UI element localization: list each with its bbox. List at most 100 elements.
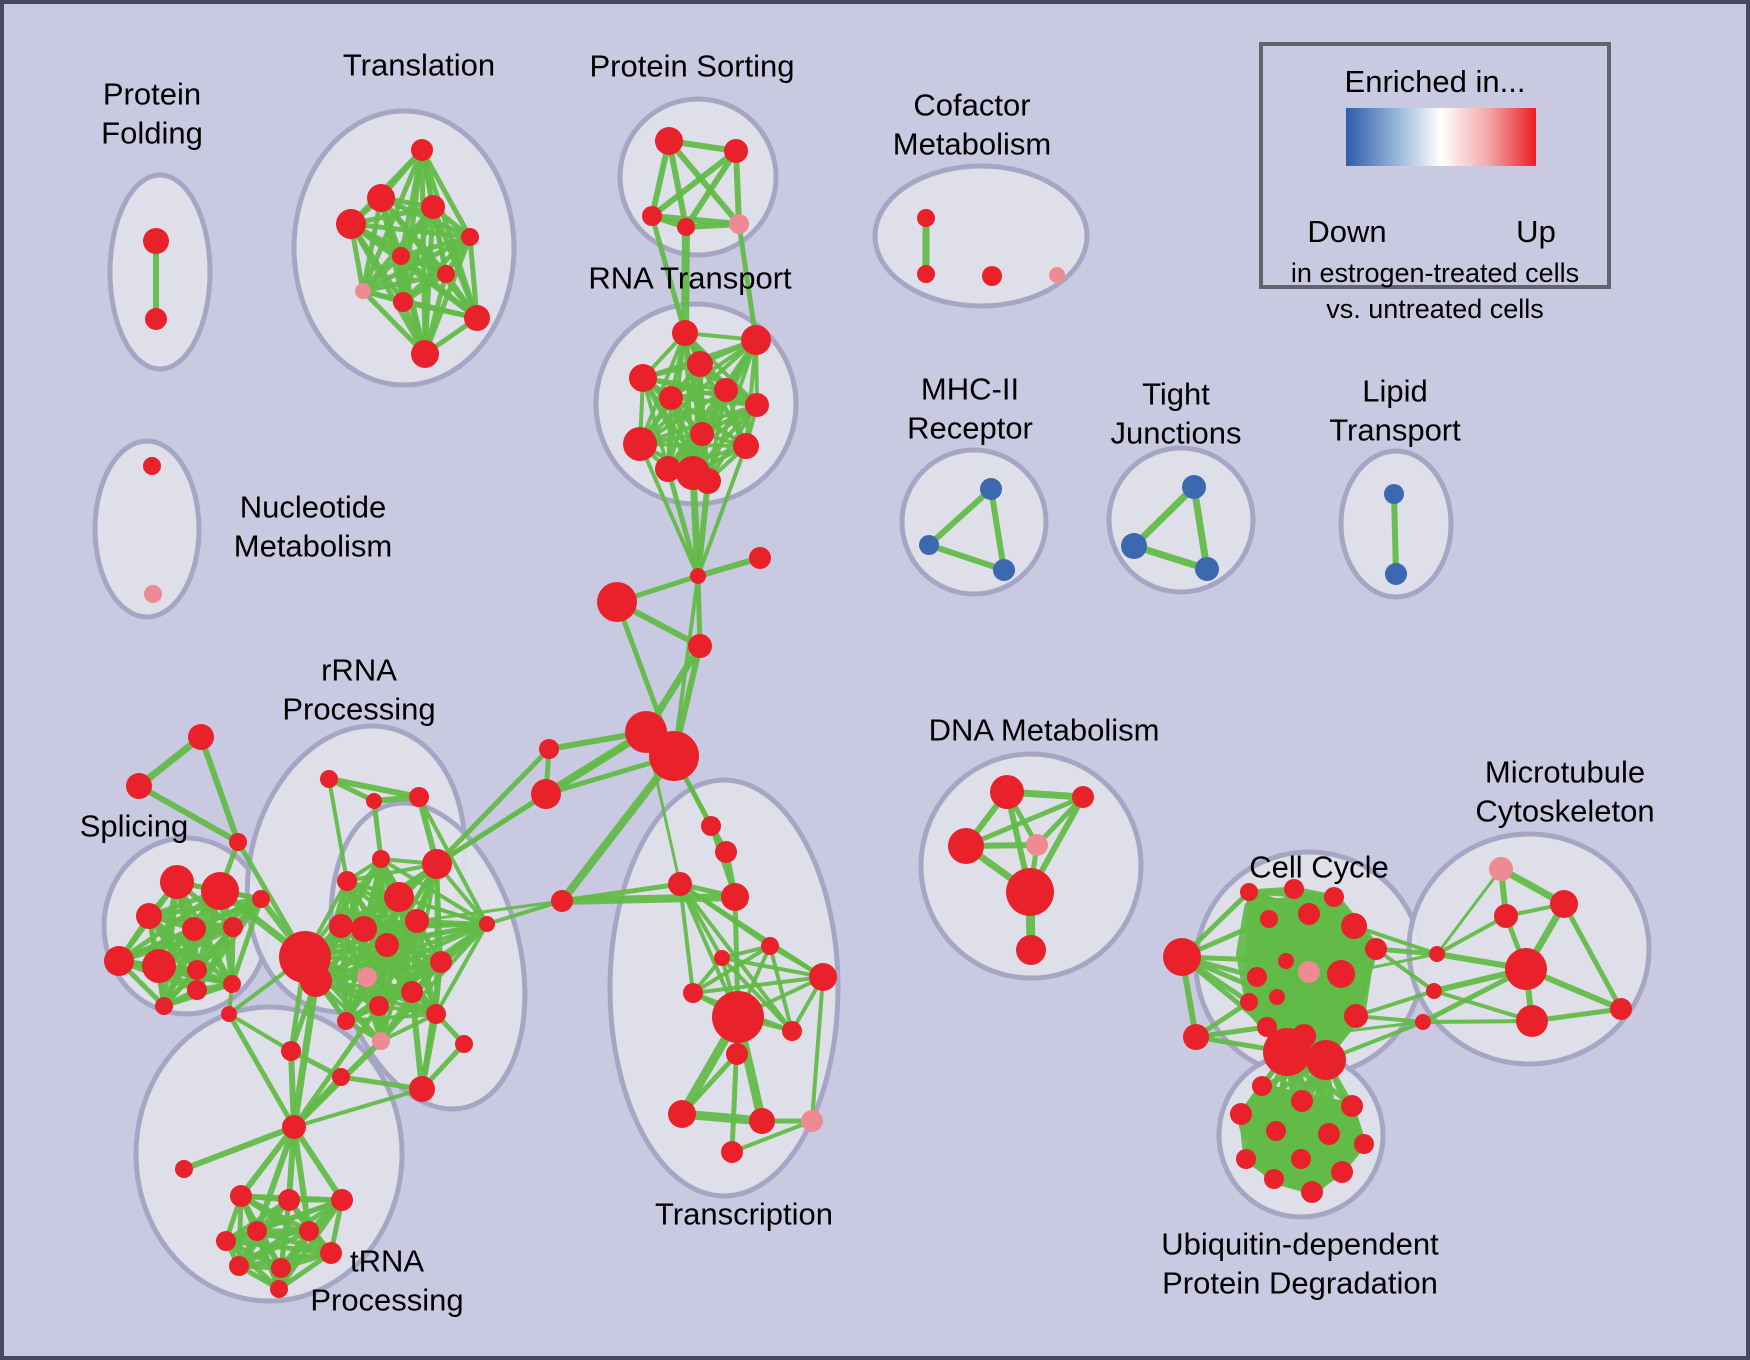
node-rt7[interactable] bbox=[659, 386, 683, 410]
node-tl6[interactable] bbox=[392, 247, 410, 265]
node-mtc1[interactable] bbox=[1429, 946, 1445, 962]
node-tb2[interactable] bbox=[126, 773, 152, 799]
node-hub2[interactable] bbox=[649, 731, 699, 781]
node-ub8[interactable] bbox=[1236, 1149, 1256, 1169]
node-t15[interactable] bbox=[721, 1141, 743, 1163]
node-rt4[interactable] bbox=[629, 364, 657, 392]
node-ub3[interactable] bbox=[1341, 1095, 1363, 1117]
node-cc15[interactable] bbox=[1324, 887, 1344, 907]
node-m4[interactable] bbox=[405, 909, 429, 933]
node-m12[interactable] bbox=[426, 1004, 446, 1024]
node-t10[interactable] bbox=[782, 1021, 802, 1041]
node-rt13[interactable] bbox=[695, 468, 721, 494]
node-c5[interactable] bbox=[597, 582, 637, 622]
node-cc13[interactable] bbox=[1240, 883, 1258, 901]
node-ub11[interactable] bbox=[1264, 1169, 1284, 1189]
node-tr3[interactable] bbox=[331, 1189, 353, 1211]
node-mt6[interactable] bbox=[1610, 998, 1632, 1020]
node-triso[interactable] bbox=[175, 1160, 193, 1178]
node-sp7[interactable] bbox=[142, 949, 176, 983]
node-tr9[interactable] bbox=[271, 1258, 291, 1278]
node-c4[interactable] bbox=[690, 568, 706, 584]
node-tl4[interactable] bbox=[421, 195, 445, 219]
node-m14[interactable] bbox=[372, 1032, 390, 1050]
node-cc2[interactable] bbox=[1298, 903, 1320, 925]
node-trh[interactable] bbox=[282, 1115, 306, 1139]
node-mt4[interactable] bbox=[1505, 948, 1547, 990]
node-cc16[interactable] bbox=[1365, 938, 1387, 960]
node-m19[interactable] bbox=[221, 1006, 237, 1022]
node-rt9[interactable] bbox=[733, 433, 759, 459]
node-m6[interactable] bbox=[329, 914, 353, 938]
node-ub9[interactable] bbox=[1291, 1149, 1311, 1169]
node-tr10[interactable] bbox=[270, 1280, 288, 1298]
node-ps5[interactable] bbox=[729, 214, 749, 234]
node-cc0[interactable] bbox=[1163, 938, 1201, 976]
node-ub2[interactable] bbox=[1291, 1090, 1313, 1112]
node-m1b[interactable] bbox=[300, 965, 332, 997]
node-sp9[interactable] bbox=[223, 975, 241, 993]
node-m20[interactable] bbox=[455, 1035, 473, 1053]
node-m21[interactable] bbox=[479, 916, 495, 932]
node-tl2[interactable] bbox=[367, 184, 395, 212]
node-ub6[interactable] bbox=[1318, 1123, 1340, 1145]
node-cc12[interactable] bbox=[1344, 1004, 1368, 1028]
node-m16[interactable] bbox=[409, 1076, 435, 1102]
node-m11[interactable] bbox=[369, 996, 389, 1016]
node-tr5[interactable] bbox=[247, 1221, 267, 1241]
node-sp10[interactable] bbox=[187, 980, 207, 1000]
node-t12[interactable] bbox=[668, 1100, 696, 1128]
node-cc1[interactable] bbox=[1260, 910, 1278, 928]
node-m9[interactable] bbox=[357, 967, 377, 987]
node-t6[interactable] bbox=[714, 950, 730, 966]
node-cc8[interactable] bbox=[1240, 993, 1258, 1011]
node-m22[interactable] bbox=[372, 850, 390, 868]
node-rr2[interactable] bbox=[366, 793, 382, 809]
node-cc5[interactable] bbox=[1278, 953, 1294, 969]
node-lp2[interactable] bbox=[1385, 563, 1407, 585]
node-tr1[interactable] bbox=[230, 1185, 252, 1207]
node-t11[interactable] bbox=[726, 1043, 748, 1065]
node-cf3[interactable] bbox=[982, 266, 1002, 286]
node-mt1[interactable] bbox=[1489, 857, 1513, 881]
node-sp11[interactable] bbox=[252, 890, 270, 908]
node-d4[interactable] bbox=[1026, 834, 1048, 856]
node-rr1[interactable] bbox=[320, 770, 338, 788]
node-sp12[interactable] bbox=[155, 997, 173, 1015]
node-sp3[interactable] bbox=[136, 903, 162, 929]
node-m17[interactable] bbox=[332, 1068, 350, 1086]
node-rt6[interactable] bbox=[745, 393, 769, 417]
node-tr2[interactable] bbox=[278, 1189, 300, 1211]
node-tj3[interactable] bbox=[1195, 557, 1219, 581]
node-sp6[interactable] bbox=[223, 917, 243, 937]
node-pf2[interactable] bbox=[145, 308, 167, 330]
node-ps4[interactable] bbox=[677, 218, 695, 236]
node-ub0[interactable] bbox=[1263, 1028, 1311, 1076]
node-sp4[interactable] bbox=[104, 946, 134, 976]
node-ub12[interactable] bbox=[1301, 1181, 1323, 1203]
node-tl9[interactable] bbox=[393, 292, 413, 312]
node-tl10[interactable] bbox=[464, 305, 490, 331]
node-m5[interactable] bbox=[351, 916, 377, 942]
node-rt11[interactable] bbox=[655, 456, 681, 482]
node-t8[interactable] bbox=[809, 963, 837, 991]
node-tl8[interactable] bbox=[355, 283, 371, 299]
node-d5[interactable] bbox=[1006, 868, 1054, 916]
node-mtc3[interactable] bbox=[1415, 1014, 1431, 1030]
node-tl1[interactable] bbox=[411, 139, 433, 161]
node-cc4[interactable] bbox=[1247, 967, 1267, 987]
node-d1[interactable] bbox=[990, 775, 1024, 809]
node-tj1[interactable] bbox=[1182, 475, 1206, 499]
node-t2[interactable] bbox=[715, 841, 737, 863]
node-sp2[interactable] bbox=[201, 872, 239, 910]
node-ub1[interactable] bbox=[1252, 1076, 1272, 1096]
node-cc9[interactable] bbox=[1269, 989, 1285, 1005]
node-m0[interactable] bbox=[422, 849, 452, 879]
node-c1[interactable] bbox=[539, 739, 559, 759]
node-t1[interactable] bbox=[701, 816, 721, 836]
node-c6[interactable] bbox=[688, 634, 712, 658]
node-mh2[interactable] bbox=[919, 535, 939, 555]
node-mt3[interactable] bbox=[1494, 904, 1518, 928]
node-t7[interactable] bbox=[683, 983, 703, 1003]
node-tj2[interactable] bbox=[1121, 533, 1147, 559]
